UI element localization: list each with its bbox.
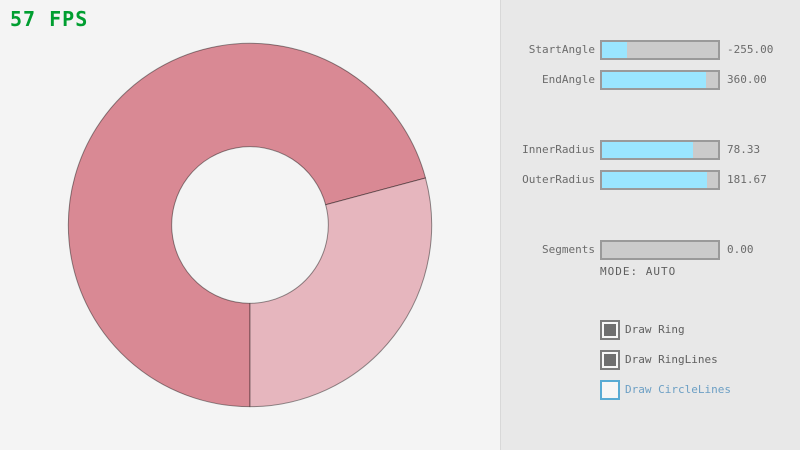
slider-row-start-angle: StartAngle -255.00 — [0, 40, 800, 60]
draw-circlelines-label: Draw CircleLines — [625, 383, 731, 396]
inner-radius-label: InnerRadius — [522, 143, 595, 156]
draw-ring-checkbox[interactable] — [600, 320, 620, 340]
slider-fill — [602, 142, 693, 158]
draw-ringlines-label: Draw RingLines — [625, 353, 718, 366]
checkbox-row-draw-ringlines: Draw RingLines — [0, 350, 800, 370]
outer-radius-label: OuterRadius — [522, 173, 595, 186]
slider-row-segments: Segments 0.00 — [0, 240, 800, 260]
end-angle-value: 360.00 — [727, 73, 767, 86]
draw-circlelines-checkbox[interactable] — [600, 380, 620, 400]
fps-counter: 57 FPS — [10, 7, 89, 31]
outer-radius-slider[interactable] — [600, 170, 720, 190]
checkbox-row-draw-circlelines: Draw CircleLines — [0, 380, 800, 400]
checkmark-icon — [604, 354, 616, 366]
slider-fill — [602, 172, 708, 188]
slider-row-end-angle: EndAngle 360.00 — [0, 70, 800, 90]
outer-radius-value: 181.67 — [727, 173, 767, 186]
slider-fill — [602, 42, 628, 58]
slider-fill — [602, 72, 707, 88]
ring-sector-double-pass — [67, 42, 427, 408]
inner-radius-value: 78.33 — [727, 143, 761, 156]
slider-row-outer-radius: OuterRadius 181.67 — [0, 170, 800, 190]
start-angle-label: StartAngle — [528, 43, 595, 56]
ring-sector-single-pass — [249, 177, 433, 408]
segments-label: Segments — [542, 243, 595, 256]
checkmark-icon — [604, 324, 616, 336]
slider-row-inner-radius: InnerRadius 78.33 — [0, 140, 800, 160]
checkbox-row-draw-ring: Draw Ring — [0, 320, 800, 340]
end-angle-label: EndAngle — [542, 73, 595, 86]
segments-mode-text: MODE: AUTO — [600, 265, 677, 278]
draw-ring-label: Draw Ring — [625, 323, 685, 336]
segments-value: 0.00 — [727, 243, 754, 256]
end-angle-slider[interactable] — [600, 70, 720, 90]
draw-ringlines-checkbox[interactable] — [600, 350, 620, 370]
start-angle-slider[interactable] — [600, 40, 720, 60]
start-angle-value: -255.00 — [727, 43, 774, 56]
segments-slider[interactable] — [600, 240, 720, 260]
inner-radius-slider[interactable] — [600, 140, 720, 160]
